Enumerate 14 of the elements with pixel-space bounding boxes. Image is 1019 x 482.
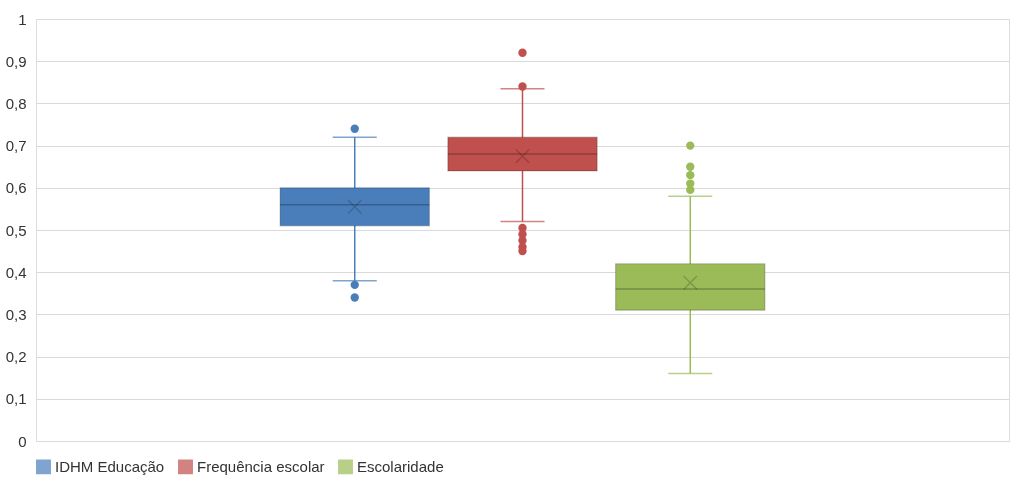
y-tick-label: 0,9 <box>5 52 27 70</box>
legend-label: Frequência escolar <box>197 457 325 475</box>
y-tick-label: 0 <box>18 432 27 450</box>
legend-label: Escolaridade <box>357 457 444 475</box>
y-tick-label: 0,8 <box>5 94 27 112</box>
y-tick-label: 0,6 <box>5 179 27 197</box>
y-tick-label: 0,3 <box>5 305 27 323</box>
y-tick-label: 0,4 <box>5 263 27 281</box>
y-tick-label: 0,1 <box>5 390 27 408</box>
y-tick-label: 0,7 <box>5 137 27 155</box>
legend-label: IDHM Educação <box>55 457 165 475</box>
y-tick-label: 1 <box>18 10 27 28</box>
y-tick-label: 0,5 <box>5 221 27 239</box>
y-tick-label: 0,2 <box>5 348 27 366</box>
